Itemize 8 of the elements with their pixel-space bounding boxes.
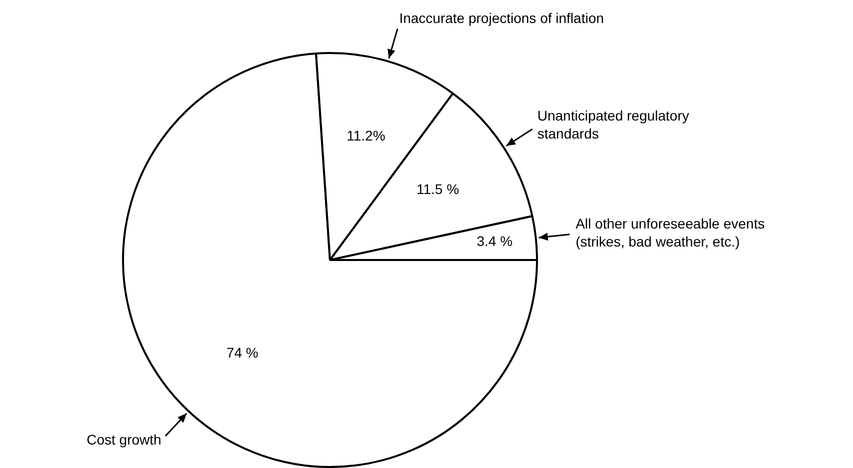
slice-label: Cost growth [86,431,162,448]
data-label: 11.2% [346,128,386,144]
data-label: 74 % [226,344,258,361]
slice-label: Inaccurate projections of inflation [399,10,604,26]
data-label: 11.5 % [416,181,460,198]
data-label: 3.4 % [476,233,513,250]
legend-label: All other unforeseeable events (strikes, bad weather, etc.) [576,216,765,250]
slice-label: Unanticipated regulatory standards [537,108,690,142]
